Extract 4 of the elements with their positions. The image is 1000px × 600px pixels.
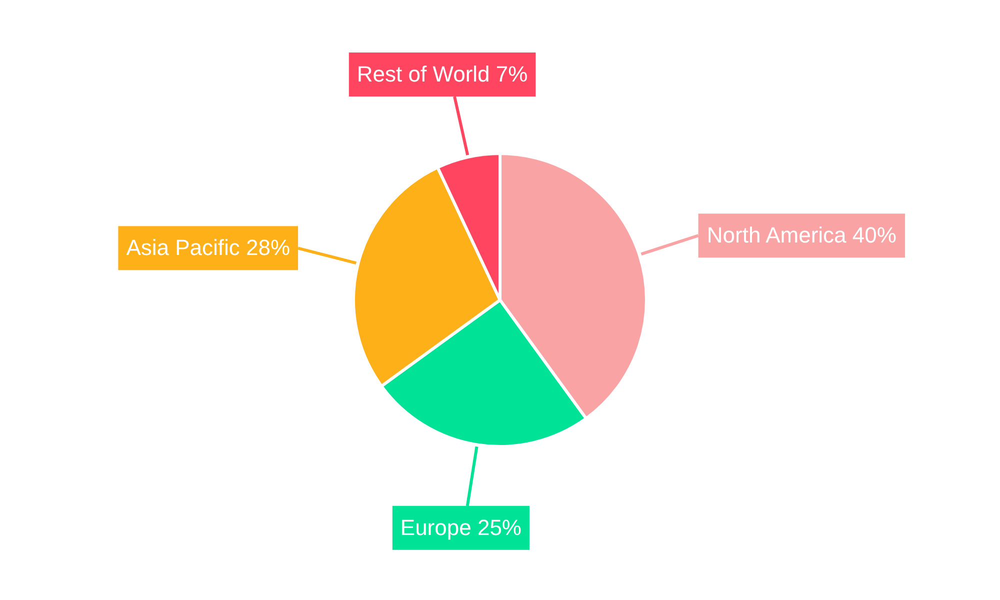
slice-label: Europe 25% xyxy=(400,514,522,540)
slice-label: Asia Pacific 28% xyxy=(126,235,290,260)
slice-label: North America 40% xyxy=(706,222,896,248)
slice-label: Rest of World 7% xyxy=(356,62,528,87)
